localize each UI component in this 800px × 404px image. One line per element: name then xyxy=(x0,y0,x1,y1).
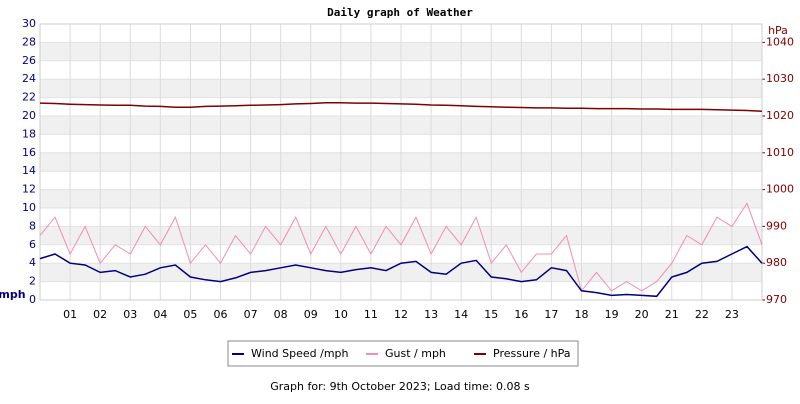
x-tick-label: 12 xyxy=(394,308,408,321)
y-tick-label: 2 xyxy=(29,275,36,288)
x-tick-label: 02 xyxy=(93,308,107,321)
y-tick-label: 24 xyxy=(22,72,36,85)
chart-title: Daily graph of Weather xyxy=(327,6,473,19)
x-tick-label: 21 xyxy=(665,308,679,321)
series-line xyxy=(39,102,763,112)
y-tick-label: 4 xyxy=(29,256,36,269)
x-tick-label: 03 xyxy=(123,308,137,321)
y2-tick-label: 1000 xyxy=(766,183,794,196)
plot-border xyxy=(39,23,763,301)
x-tick-label: 20 xyxy=(635,308,649,321)
x-tick-label: 11 xyxy=(364,308,378,321)
y-tick-label: 8 xyxy=(29,219,36,232)
y2-tick-label: 980 xyxy=(766,256,787,269)
x-tick-label: 19 xyxy=(605,308,619,321)
x-tick-label: 22 xyxy=(695,308,709,321)
y2-tick-label: 1030 xyxy=(766,72,794,85)
x-tick-label: 17 xyxy=(544,308,558,321)
x-tick-label: 10 xyxy=(334,308,348,321)
x-tick-label: 16 xyxy=(514,308,528,321)
y-tick-label: 14 xyxy=(22,164,36,177)
legend-label: Gust / mph xyxy=(385,347,446,360)
x-tick-label: 23 xyxy=(725,308,739,321)
x-tick-label: 05 xyxy=(183,308,197,321)
x-tick-label: 07 xyxy=(244,308,258,321)
y-tick-label: 30 xyxy=(22,17,36,30)
y-tick-label: 10 xyxy=(22,201,36,214)
x-tick-label: 08 xyxy=(274,308,288,321)
y2-tick-label: 1040 xyxy=(766,35,794,48)
y2-tick-label: 1020 xyxy=(766,109,794,122)
x-tick-label: 04 xyxy=(153,308,167,321)
legend-label: Wind Speed /mph xyxy=(251,347,349,360)
x-tick-label: 09 xyxy=(304,308,318,321)
x-tick-label: 06 xyxy=(214,308,228,321)
y-tick-label: 22 xyxy=(22,91,36,104)
y-tick-label: 12 xyxy=(22,183,36,196)
legend-box xyxy=(227,340,579,367)
y-tick-label: 18 xyxy=(22,127,36,140)
x-tick-label: 14 xyxy=(454,308,468,321)
y2-tick-label: 990 xyxy=(766,219,787,232)
y-tick-label: 0 xyxy=(29,293,36,306)
y-tick-label: 28 xyxy=(22,35,36,48)
x-tick-label: 18 xyxy=(575,308,589,321)
x-tick-label: 15 xyxy=(484,308,498,321)
y-axis-label: mph xyxy=(0,288,26,301)
x-tick-label: 01 xyxy=(63,308,77,321)
y2-axis-label: hPa xyxy=(768,24,788,37)
caption: Graph for: 9th October 2023; Load time: … xyxy=(270,380,530,393)
y-tick-label: 16 xyxy=(22,146,36,159)
series-line xyxy=(39,245,763,298)
y-tick-label: 26 xyxy=(22,54,36,67)
y-tick-label: 20 xyxy=(22,109,36,122)
x-tick-label: 13 xyxy=(424,308,438,321)
y-tick-label: 6 xyxy=(29,238,36,251)
y2-tick-label: 1010 xyxy=(766,146,794,159)
legend-label: Pressure / hPa xyxy=(493,347,571,360)
y2-tick-label: 970 xyxy=(766,293,787,306)
series-line xyxy=(39,202,763,292)
